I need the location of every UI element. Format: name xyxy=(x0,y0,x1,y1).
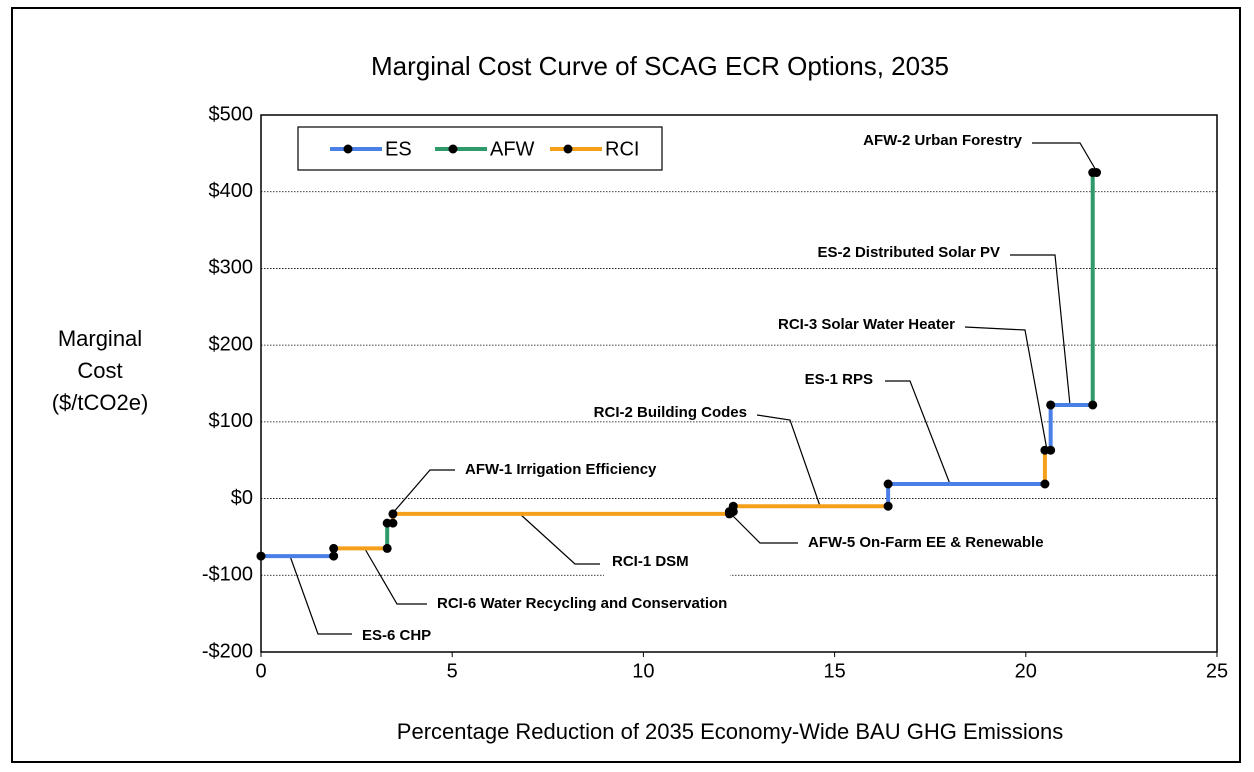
legend-label: RCI xyxy=(605,138,639,160)
leader-line xyxy=(964,326,1048,451)
option-label: ES-6 CHP xyxy=(362,627,431,644)
y-tick-label: $400 xyxy=(209,180,254,202)
x-tick-label: 10 xyxy=(632,660,654,682)
leader-line xyxy=(1010,254,1071,406)
point xyxy=(728,501,738,511)
option-label: AFW-5 On-Farm EE & Renewable xyxy=(808,534,1044,551)
x-tick-label: 20 xyxy=(1015,660,1037,682)
leader-line xyxy=(289,555,352,635)
legend-marker xyxy=(448,144,458,154)
chart-title: Marginal Cost Curve of SCAG ECR Options,… xyxy=(371,51,949,81)
point xyxy=(1088,400,1098,410)
legend-marker xyxy=(343,144,353,154)
y-tick-label: $200 xyxy=(209,333,254,355)
legend-marker xyxy=(563,144,573,154)
y-tick-label: -$200 xyxy=(202,640,253,662)
point xyxy=(1046,400,1056,410)
y-axis-label: ($/tCO2e) xyxy=(52,390,149,415)
point xyxy=(883,501,893,511)
point xyxy=(1092,168,1102,178)
y-tick-label: $500 xyxy=(209,103,254,125)
y-axis-label: Cost xyxy=(77,358,122,383)
option-label: RCI-6 Water Recycling and Conservation xyxy=(437,595,727,612)
point xyxy=(329,551,339,561)
y-tick-label: $100 xyxy=(209,410,254,432)
leader-line xyxy=(756,414,821,507)
leader-line xyxy=(732,515,798,544)
x-tick-label: 25 xyxy=(1206,660,1228,682)
y-tick-label: $0 xyxy=(231,487,253,509)
x-tick-label: 15 xyxy=(823,660,845,682)
option-label: ES-2 Distributed Solar PV xyxy=(817,244,1000,261)
point xyxy=(1046,445,1056,455)
point xyxy=(1040,479,1050,489)
x-axis-label: Percentage Reduction of 2035 Economy-Wid… xyxy=(397,719,1063,744)
point xyxy=(329,543,339,553)
legend-label: AFW xyxy=(490,138,535,160)
option-label: AFW-2 Urban Forestry xyxy=(863,132,1023,149)
y-axis-label: Marginal xyxy=(58,326,142,351)
legend-label: ES xyxy=(385,138,412,160)
option-label: ES-1 RPS xyxy=(805,371,873,388)
y-tick-label: -$100 xyxy=(202,564,253,586)
leader-line xyxy=(519,513,600,565)
leader-line xyxy=(1032,142,1098,173)
point xyxy=(256,551,266,561)
option-label: RCI-2 Building Codes xyxy=(594,404,747,421)
y-tick-label: $300 xyxy=(209,257,254,279)
point xyxy=(382,543,392,553)
option-label: RCI-1 DSM xyxy=(612,553,689,570)
point xyxy=(388,509,398,519)
point xyxy=(388,518,398,528)
plot-area xyxy=(260,114,1218,653)
point xyxy=(724,509,734,519)
leader-line xyxy=(364,548,427,605)
x-tick-label: 0 xyxy=(255,660,266,682)
leader-line xyxy=(885,380,951,485)
point xyxy=(883,479,893,489)
label-background xyxy=(604,547,730,577)
x-tick-label: 5 xyxy=(447,660,458,682)
leader-line xyxy=(391,469,455,515)
option-label: RCI-3 Solar Water Heater xyxy=(778,316,955,333)
option-label: AFW-1 Irrigation Efficiency xyxy=(465,461,657,478)
